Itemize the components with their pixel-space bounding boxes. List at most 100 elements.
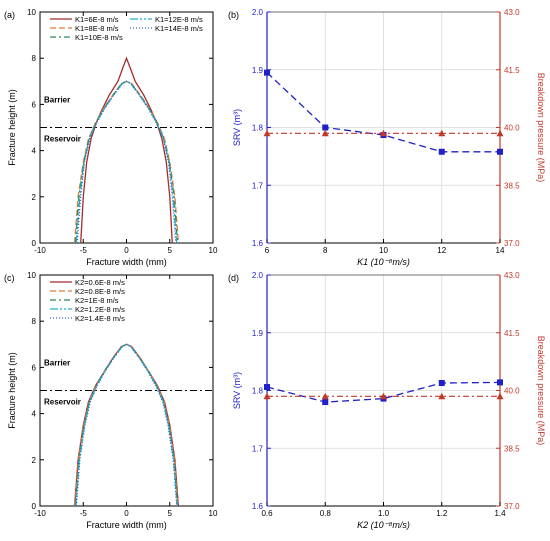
y-tick-label: 8 <box>32 317 37 326</box>
srv-marker <box>322 399 329 406</box>
x-tick-label: 1.0 <box>378 509 390 518</box>
bp-marker <box>263 392 271 400</box>
series-line-3 <box>74 80 179 244</box>
legend-label: K2=1E-8 m/s <box>75 296 119 305</box>
y-left-tick-label: 1.6 <box>252 502 264 511</box>
srv-marker <box>264 384 270 391</box>
reservoir-label: Reservoir <box>44 398 81 407</box>
y-right-tick-label: 40.0 <box>504 124 520 133</box>
x-tick-label: -5 <box>80 246 88 255</box>
series-line-2 <box>74 343 179 507</box>
x-tick-label: 6 <box>265 246 270 255</box>
y-tick-label: 10 <box>27 271 36 280</box>
y-left-tick-label: 1.9 <box>252 329 264 338</box>
bp-marker <box>438 129 446 137</box>
y-left-tick-label: 1.8 <box>252 387 264 396</box>
legend-label: K1=6E-8 m/s <box>75 15 119 24</box>
bp-marker <box>380 392 387 400</box>
panel-c: -10 -5 0 5 10 0 2 4 6 8 10 Barrier Reservoir K2=0.6E-… <box>4 271 218 530</box>
series-line-4 <box>75 343 178 507</box>
bp-marker <box>321 392 329 400</box>
x-tick-label: 10 <box>379 246 388 255</box>
y-tick-label: 4 <box>32 147 37 156</box>
series-line-5 <box>75 343 178 507</box>
x-tick-label: 0.6 <box>261 509 273 518</box>
y-left-axis-title: SRV (m³) <box>232 372 242 409</box>
panel-a: -10 -5 0 5 10 0 2 4 6 8 10 Barrier Reservoir K1=6E-8 … <box>4 8 218 267</box>
bp-marker <box>321 129 329 137</box>
barrier-label: Barrier <box>44 96 70 105</box>
x-tick-label: -10 <box>34 246 46 255</box>
y-right-axis-title: Breakdown pressure (MPa) <box>536 336 546 446</box>
y-left-tick-label: 1.7 <box>252 181 264 190</box>
series-line-5 <box>76 80 177 244</box>
x-tick-label: 10 <box>209 509 218 518</box>
panel-d: 0.6 0.8 1.0 1.2 1.4 1.6 1.7 1.8 1.9 2.0 37.0 38.5 40… <box>228 271 546 530</box>
y-axis-title: Fracture height (m) <box>7 352 17 429</box>
y-right-tick-label: 41.5 <box>504 66 520 75</box>
y-tick-label: 6 <box>32 363 37 372</box>
panel-label: (d) <box>228 273 239 283</box>
srv-marker <box>438 379 445 386</box>
y-axis-title: Fracture height (m) <box>7 89 17 166</box>
x-tick-label: 0 <box>124 509 129 518</box>
x-tick-label: 0 <box>124 246 129 255</box>
y-tick-label: 10 <box>27 8 36 17</box>
x-axis-title: Fracture width (mm) <box>86 520 167 530</box>
legend-label: K1=14E-8 m/s <box>155 24 203 33</box>
x-axis-title: K2 (10⁻⁸m/s) <box>357 520 410 530</box>
legend-label: K2=1.2E-8 m/s <box>75 305 125 314</box>
y-right-tick-label: 38.5 <box>504 181 520 190</box>
y-right-tick-label: 41.5 <box>504 329 520 338</box>
x-tick-label: 8 <box>323 246 328 255</box>
y-tick-label: 0 <box>32 502 37 511</box>
x-tick-label: -5 <box>80 509 88 518</box>
y-right-tick-label: 38.5 <box>504 444 520 453</box>
y-left-tick-label: 2.0 <box>252 8 264 17</box>
x-tick-label: 5 <box>168 509 173 518</box>
x-axis-title: K1 (10⁻⁸m/s) <box>357 257 410 267</box>
y-left-tick-label: 2.0 <box>252 271 264 280</box>
y-tick-label: 4 <box>32 410 37 419</box>
panel-b: 6 8 10 12 14 1.6 1.7 1.8 1.9 2.0 37.0 38.5 40.0 41.5 4… <box>228 8 546 267</box>
x-tick-label: -10 <box>34 509 46 518</box>
legend-label: K2=1.4E-8 m/s <box>75 314 125 323</box>
y-left-tick-label: 1.6 <box>252 239 264 248</box>
x-tick-label: 10 <box>209 246 218 255</box>
srv-marker <box>264 69 270 76</box>
y-tick-label: 0 <box>32 239 37 248</box>
y-right-tick-label: 43.0 <box>504 8 520 17</box>
y-left-tick-label: 1.9 <box>252 66 264 75</box>
srv-line <box>266 381 501 403</box>
y-right-axis-title: Breakdown pressure (MPa) <box>536 73 546 183</box>
y-right-tick-label: 37.0 <box>504 502 520 511</box>
y-right-tick-label: 37.0 <box>504 239 520 248</box>
y-left-axis-title: SRV (m³) <box>232 109 242 146</box>
bp-marker <box>263 129 271 137</box>
x-axis-title: Fracture width (mm) <box>86 257 167 267</box>
panel-label: (b) <box>228 10 239 20</box>
panel-label: (c) <box>4 273 15 283</box>
y-left-tick-label: 1.7 <box>252 444 264 453</box>
bp-marker <box>380 129 387 137</box>
x-tick-label: 1.4 <box>494 509 506 518</box>
x-tick-label: 0.8 <box>320 509 332 518</box>
panel-label: (a) <box>4 10 15 20</box>
y-tick-label: 2 <box>32 193 37 202</box>
x-tick-label: 12 <box>437 246 446 255</box>
y-tick-label: 8 <box>32 54 37 63</box>
reservoir-label: Reservoir <box>44 135 81 144</box>
legend-label: K2=0.8E-8 m/s <box>75 287 125 296</box>
bp-marker <box>496 129 504 137</box>
barrier-label: Barrier <box>44 359 70 368</box>
x-tick-label: 1.2 <box>436 509 448 518</box>
x-tick-label: 5 <box>168 246 173 255</box>
x-tick-label: 14 <box>496 246 505 255</box>
series-line-3 <box>74 343 179 507</box>
srv-marker <box>438 148 445 155</box>
y-left-tick-label: 1.8 <box>252 124 264 133</box>
series-line-4 <box>75 80 178 244</box>
y-right-tick-label: 43.0 <box>504 271 520 280</box>
legend-label: K1=12E-8 m/s <box>155 15 203 24</box>
